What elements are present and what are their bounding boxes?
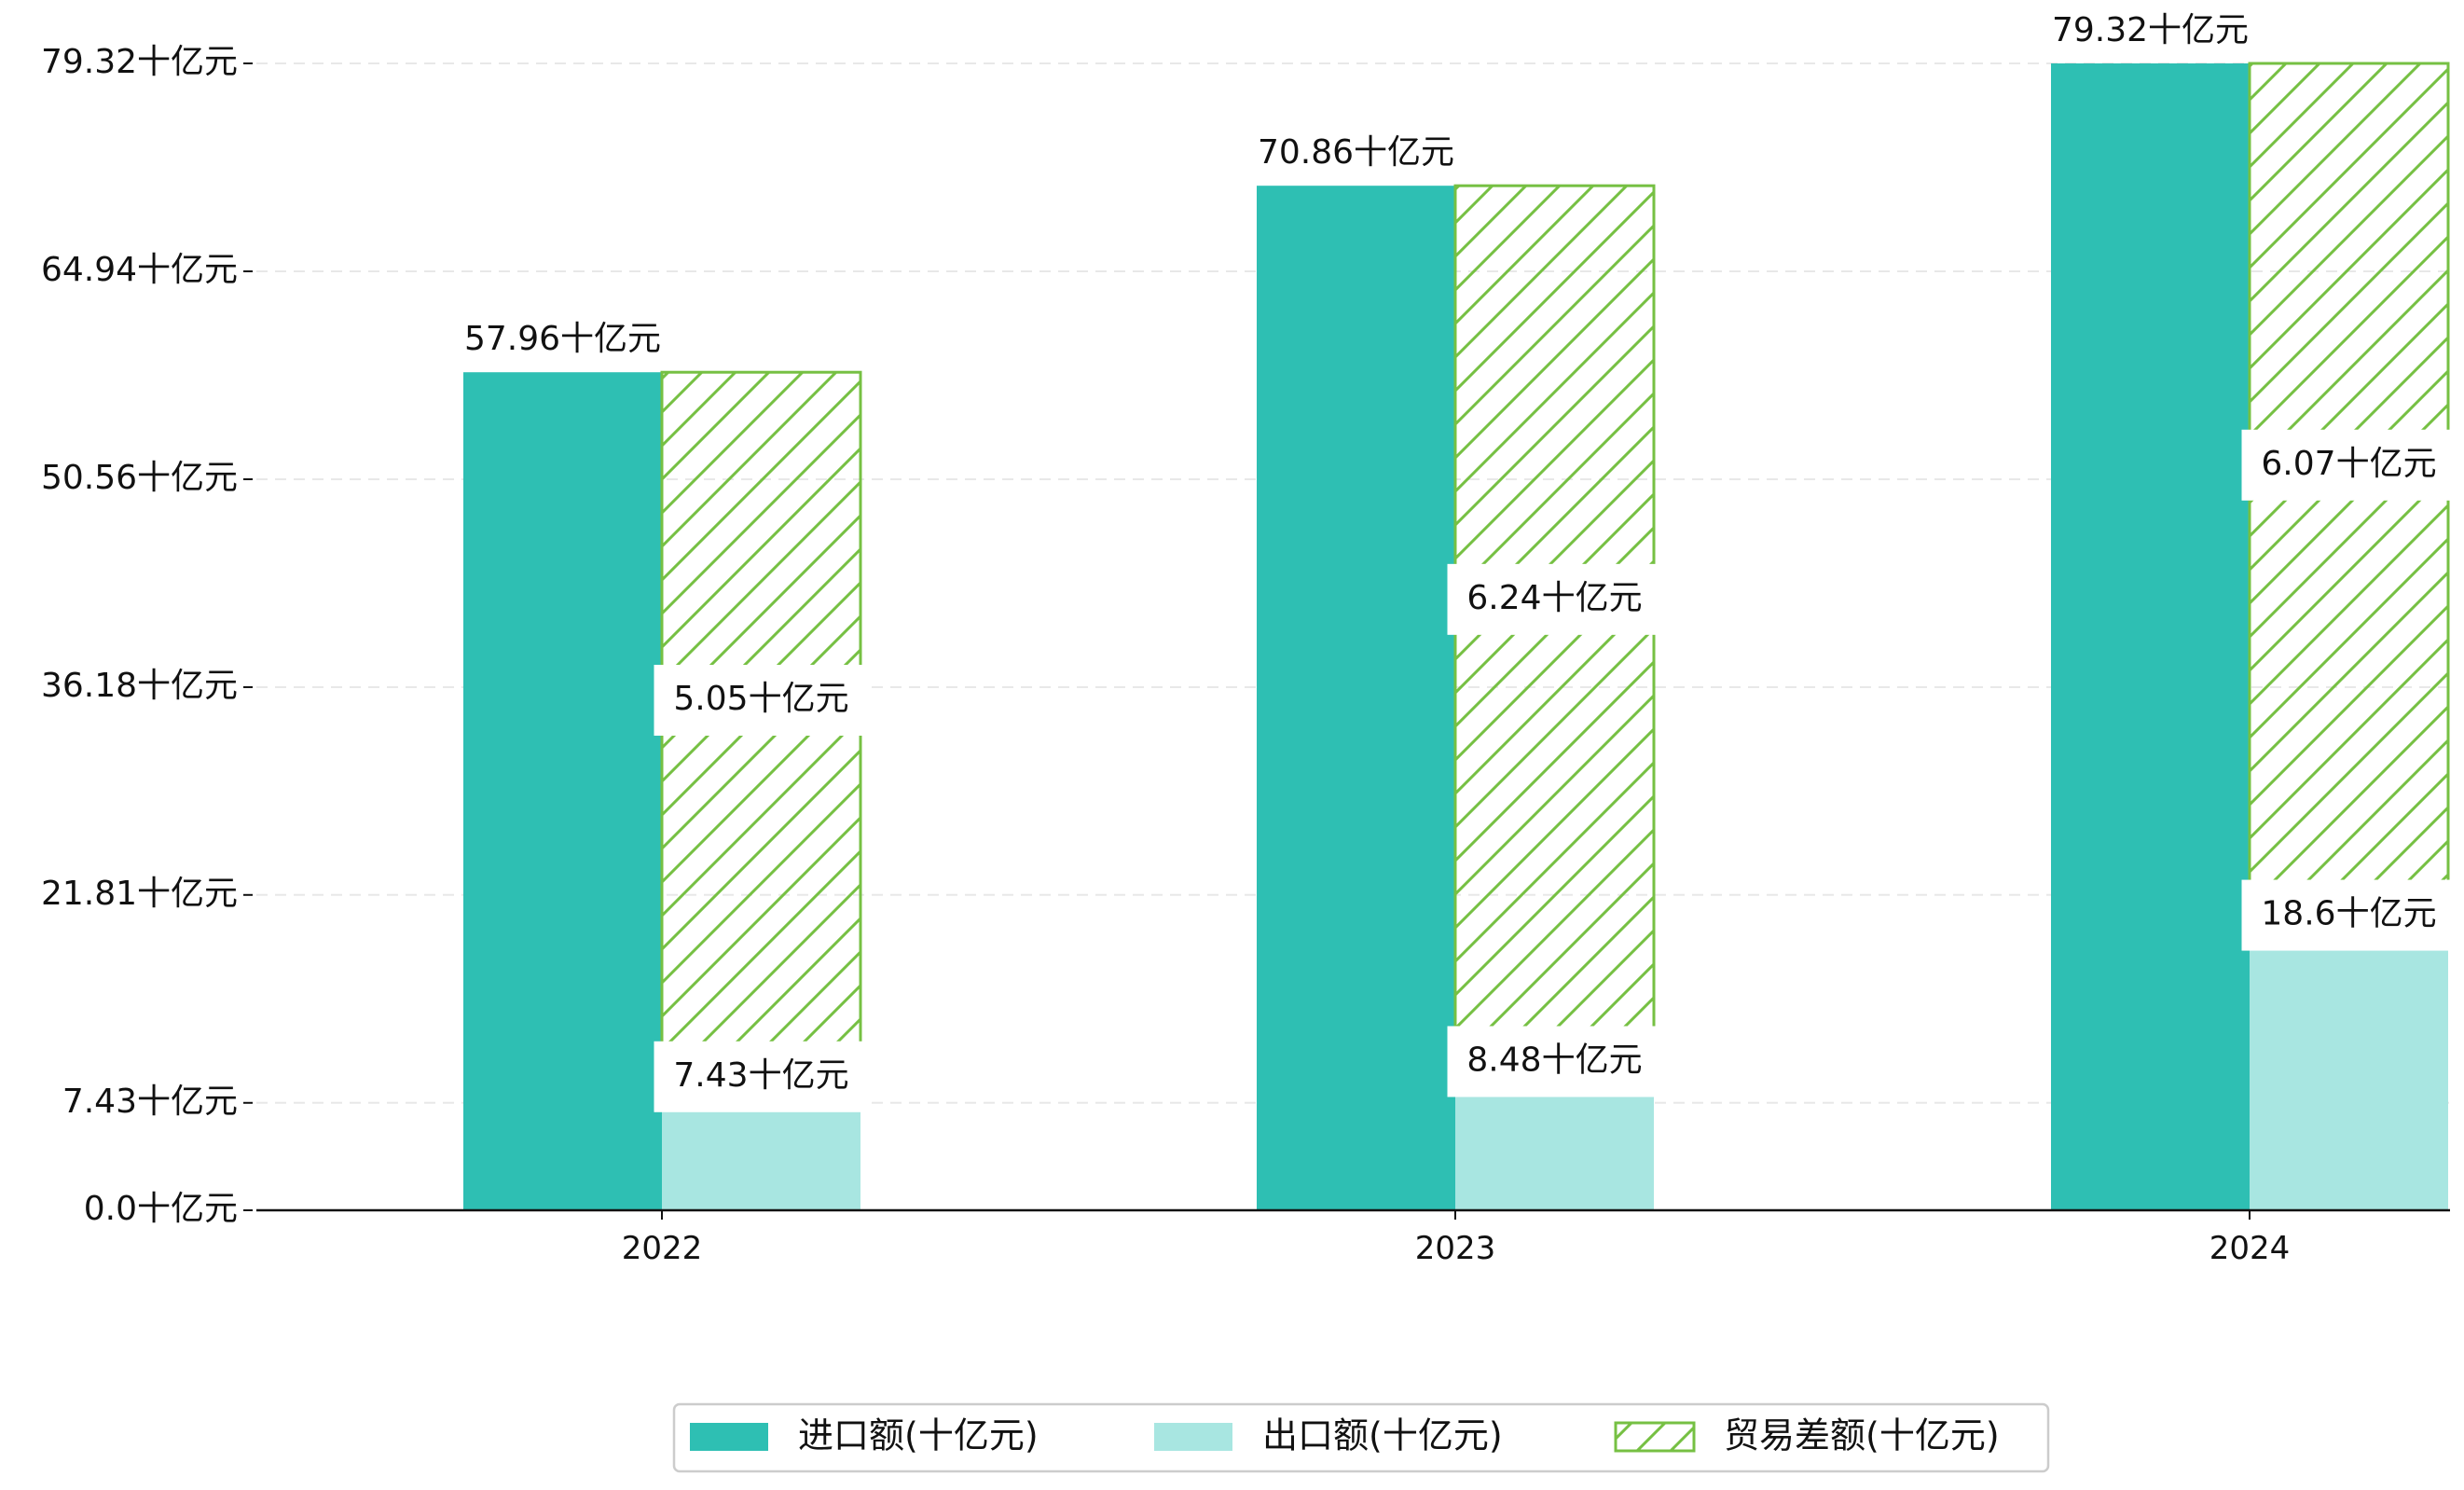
legend-label-import: 进口额(十亿元) [798,1415,1039,1456]
data-label-export-2022-text: 7.43十亿元 [673,1056,848,1095]
data-label-balance-2023: 6.24十亿元 [1447,563,1662,635]
legend-label-balance: 贸易差额(十亿元) [1724,1415,2000,1456]
bar-balance-2023[interactable] [1453,184,1656,1090]
bar-balance-2024[interactable] [2248,62,2450,944]
x-tick-label-2024: 2024 [2209,1230,2291,1267]
data-label-export-2022: 7.43十亿元 [654,1041,869,1112]
bar-export-2022[interactable] [662,1102,860,1210]
y-tick-label: 0.0十亿元 [84,1190,238,1228]
data-label-balance-2023-text: 6.24十亿元 [1466,579,1642,617]
data-label-balance-2024-bg [2241,429,2457,501]
data-label-balance-2024-text: 6.07十亿元 [2261,445,2436,483]
label-layer: 57.96十亿元 7.43十亿元 5.05十亿元 70.86十亿元 8.48十亿元 6.2… [464,11,2457,1112]
data-label-balance-2022: 5.05十亿元 [654,665,869,737]
legend: 进口额(十亿元) 出口额(十亿元) 贸易差额(十亿元) [672,1402,2050,1473]
data-label-balance-2023-bg [1447,563,1662,635]
data-label-import-2022: 57.96十亿元 [464,320,661,358]
data-label-export-2024: 18.6十亿元 [2241,879,2457,951]
data-label-balance-2024: 6.07十亿元 [2241,429,2457,501]
y-tick-label: 50.56十亿元 [41,459,238,497]
legend-item-import[interactable]: 进口额(十亿元) [690,1415,1039,1456]
data-label-balance-2022-text: 5.05十亿元 [673,680,848,718]
data-label-export-2024-bg [2241,879,2457,951]
data-label-export-2023-bg [1447,1026,1662,1097]
data-label-export-2023-text: 8.48十亿元 [1466,1042,1642,1080]
bar-import-2022[interactable] [463,372,662,1210]
legend-swatch-export [1154,1423,1232,1451]
y-tick-label: 36.18十亿元 [41,667,238,705]
legend-box [672,1402,2050,1473]
y-tick-label: 7.43十亿元 [62,1083,238,1121]
bar-export-2023[interactable] [1455,1087,1654,1210]
bar-import-2023[interactable] [1257,186,1455,1210]
legend-label-export: 出口额(十亿元) [1262,1415,1503,1456]
y-tick-label: 79.32十亿元 [41,43,238,81]
legend-item-export[interactable]: 出口额(十亿元) [1154,1415,1503,1456]
x-tick-label-2023: 2023 [1415,1230,1496,1267]
x-tick-label-2022: 2022 [622,1230,703,1267]
legend-swatch-import [690,1423,768,1451]
y-tick-label: 21.81十亿元 [41,875,238,913]
data-label-export-2024-text: 18.6十亿元 [2261,895,2436,933]
axis-layer: 0.0十亿元 7.43十亿元 21.81十亿元 36.18十亿元 50.56十亿元 64.… [41,43,2450,1267]
legend-item-balance[interactable]: 贸易差额(十亿元) [1614,1415,2000,1456]
data-label-export-2023: 8.48十亿元 [1447,1026,1662,1097]
y-tick-label: 64.94十亿元 [41,251,238,289]
data-label-balance-2022-bg [654,665,869,737]
bar-export-2024[interactable] [2250,941,2448,1210]
bar-layer [463,62,2450,1210]
bar-import-2024[interactable] [2051,63,2250,1210]
data-label-import-2023: 70.86十亿元 [1258,133,1454,172]
data-label-import-2024: 79.32十亿元 [2052,11,2249,49]
legend-swatch-balance [1614,1421,1696,1453]
data-label-export-2022-bg [654,1041,869,1112]
bar-balance-2022[interactable] [660,370,862,1105]
